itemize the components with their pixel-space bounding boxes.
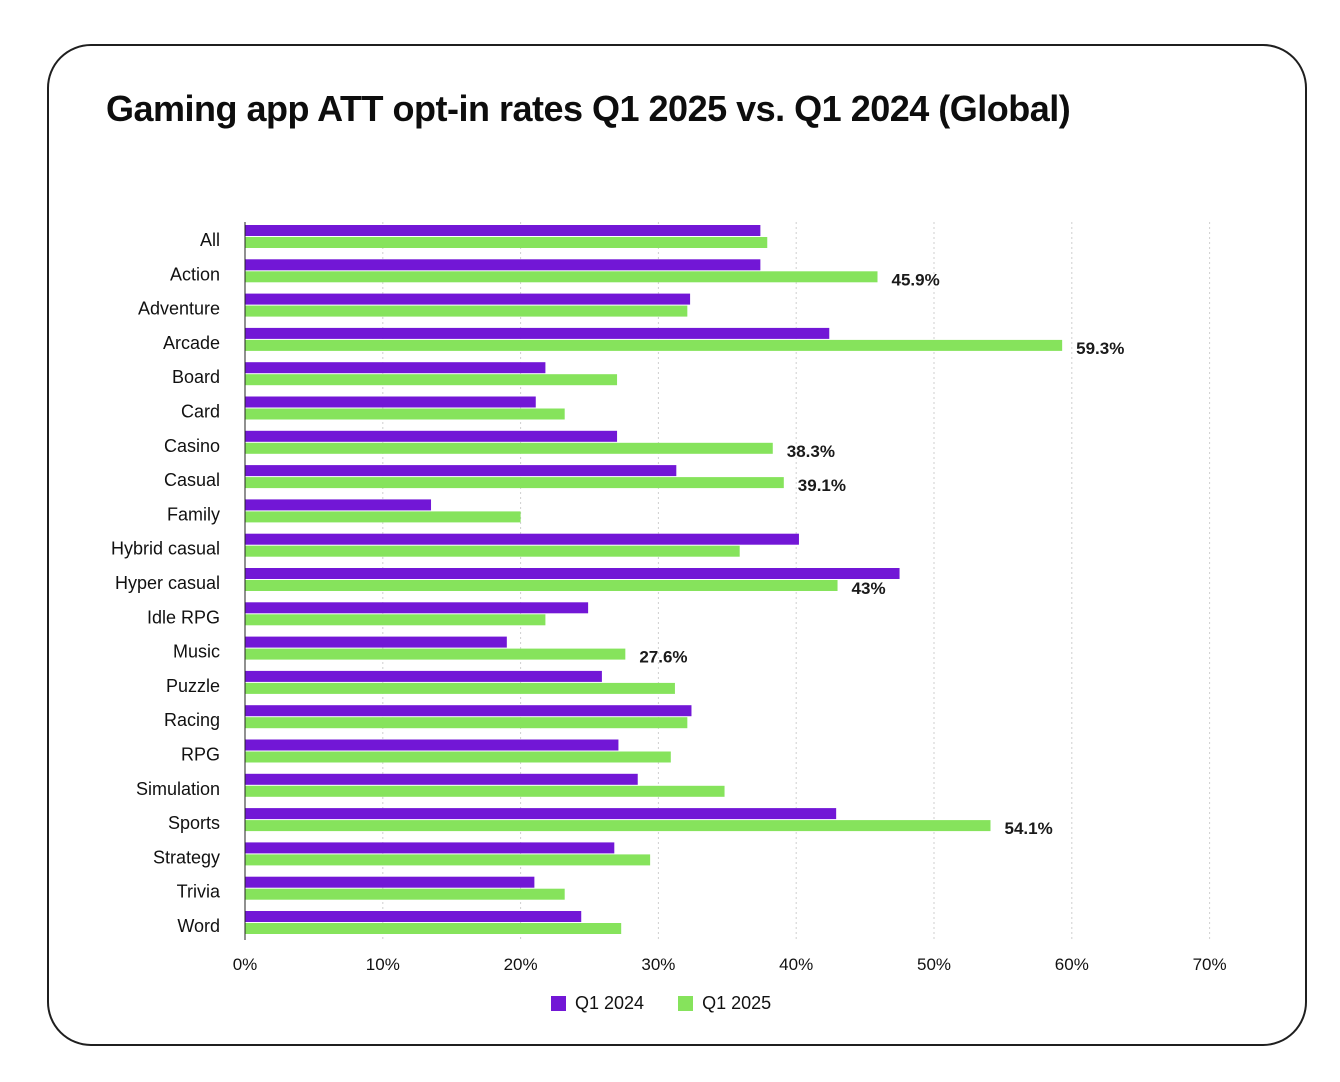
bar-q1-2024 xyxy=(245,430,618,442)
data-label: 38.3% xyxy=(787,442,835,461)
category-label: Casino xyxy=(164,436,220,456)
bar-q1-2025 xyxy=(245,854,651,866)
bar-q1-2025 xyxy=(245,477,784,489)
data-label: 54.1% xyxy=(1004,819,1052,838)
x-tick-label: 10% xyxy=(366,955,400,974)
bar-q1-2025 xyxy=(245,785,725,797)
category-label: Action xyxy=(170,264,220,284)
bar-q1-2025 xyxy=(245,751,671,763)
data-label: 27.6% xyxy=(639,648,687,667)
bar-q1-2024 xyxy=(245,705,692,717)
category-label: Strategy xyxy=(153,847,220,867)
legend-swatch-q1-2025 xyxy=(678,996,694,1011)
data-labels: 45.9% 59.3% 38.3% 39.1% 43% 27.6% 54.1% xyxy=(639,270,1124,838)
category-label: Idle RPG xyxy=(147,607,220,627)
chart-title: Gaming app ATT opt-in rates Q1 2025 vs. … xyxy=(106,88,1071,129)
bar-q1-2025 xyxy=(245,271,878,283)
bar-q1-2025 xyxy=(245,820,991,832)
bar-q1-2024 xyxy=(245,773,638,785)
value-axis: 0% 10% 20% 30% 40% 50% 60% 70% xyxy=(233,955,1227,974)
bar-q1-2024 xyxy=(245,842,615,854)
category-label: Arcade xyxy=(163,333,220,353)
data-label: 43% xyxy=(852,579,886,598)
category-label: Sports xyxy=(168,813,220,833)
bar-q1-2024 xyxy=(245,636,507,648)
category-axis: All Action Adventure Arcade Board Card Casino C… xyxy=(111,230,221,936)
bar-q1-2024 xyxy=(245,876,535,888)
category-label: Casual xyxy=(164,470,220,490)
x-tick-label: 40% xyxy=(779,955,813,974)
data-label: 39.1% xyxy=(798,476,846,495)
bar-q1-2025 xyxy=(245,923,622,934)
legend: Q1 2024 Q1 2025 xyxy=(551,993,771,1014)
legend-label-q1-2025: Q1 2025 xyxy=(702,993,772,1013)
x-tick-label: 70% xyxy=(1193,955,1227,974)
bar-q1-2025 xyxy=(245,888,565,900)
bar-q1-2025 xyxy=(245,305,688,317)
bar-q1-2025 xyxy=(245,374,618,386)
bar-q1-2024 xyxy=(245,225,761,236)
category-label: Music xyxy=(173,642,220,662)
bar-q1-2025 xyxy=(245,648,626,660)
category-label: All xyxy=(200,230,220,250)
category-label: RPG xyxy=(181,745,220,765)
category-label: Hyper casual xyxy=(115,573,220,593)
bar-q1-2025 xyxy=(245,614,546,626)
bar-q1-2024 xyxy=(245,465,677,477)
bar-q1-2024 xyxy=(245,362,546,374)
bar-q1-2024 xyxy=(245,499,432,511)
bar-q1-2024 xyxy=(245,259,761,271)
category-label: Simulation xyxy=(136,779,220,799)
bar-q1-2025 xyxy=(245,580,838,591)
bar-q1-2025 xyxy=(245,237,768,248)
category-label: Family xyxy=(167,504,220,524)
bar-q1-2024 xyxy=(245,602,589,614)
x-tick-label: 50% xyxy=(917,955,951,974)
bar-q1-2024 xyxy=(245,533,799,545)
bar-q1-2024 xyxy=(245,327,830,339)
category-label: Board xyxy=(172,367,220,387)
data-label: 59.3% xyxy=(1076,339,1124,358)
x-tick-label: 0% xyxy=(233,955,258,974)
bar-q1-2025 xyxy=(245,442,773,454)
legend-item-q1-2025: Q1 2025 xyxy=(678,993,771,1014)
bar-q1-2025 xyxy=(245,339,1063,351)
bar-q1-2024 xyxy=(245,808,837,820)
bar-q1-2024 xyxy=(245,568,900,579)
bar-q1-2025 xyxy=(245,545,740,557)
bar-q1-2025 xyxy=(245,682,675,694)
legend-swatch-q1-2024 xyxy=(551,996,566,1011)
bar-q1-2025 xyxy=(245,511,521,523)
category-label: Word xyxy=(177,916,220,936)
bar-q1-2024 xyxy=(245,396,536,408)
bar-q1-2024 xyxy=(245,293,691,305)
category-label: Adventure xyxy=(138,299,220,319)
bar-q1-2024 xyxy=(245,739,619,751)
category-label: Hybrid casual xyxy=(111,539,220,559)
legend-item-q1-2024: Q1 2024 xyxy=(551,993,644,1014)
category-label: Trivia xyxy=(177,882,221,902)
legend-label-q1-2024: Q1 2024 xyxy=(575,993,645,1013)
x-tick-label: 20% xyxy=(504,955,538,974)
category-label: Puzzle xyxy=(166,676,220,696)
x-tick-label: 30% xyxy=(641,955,675,974)
bar-q1-2024 xyxy=(245,670,602,682)
data-label: 45.9% xyxy=(892,270,940,289)
bar-q1-2024 xyxy=(245,911,582,922)
category-label: Card xyxy=(181,402,220,422)
category-label: Racing xyxy=(164,710,220,730)
x-tick-label: 60% xyxy=(1055,955,1089,974)
bars xyxy=(245,225,1063,934)
bar-q1-2025 xyxy=(245,717,688,729)
bar-q1-2025 xyxy=(245,408,565,420)
